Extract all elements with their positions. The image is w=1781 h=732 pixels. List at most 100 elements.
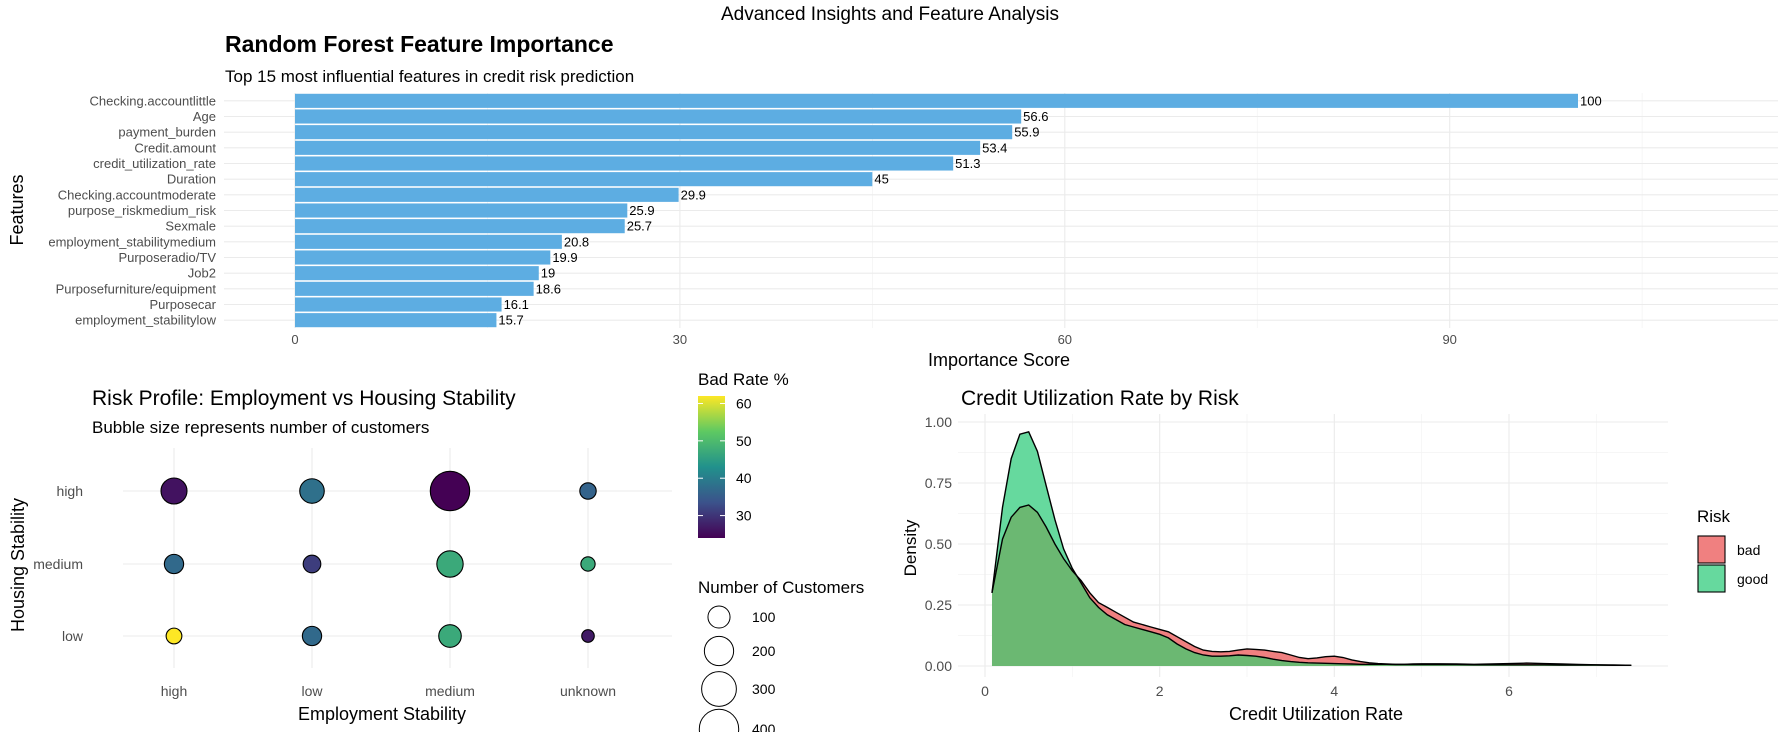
customers-legend-label: 100 [752, 609, 776, 625]
importance-x-axis-title: Importance Score [928, 350, 1070, 370]
risk-legend-items: bad good [1697, 535, 1768, 593]
customers-legend-circle [698, 708, 740, 732]
risk-profile-bubble [302, 554, 322, 574]
customers-legend-circle [701, 671, 737, 707]
risk-profile-bubble [165, 627, 183, 645]
utilization-y-tick-label: 0.75 [925, 475, 952, 491]
feature-importance-panel: Random Forest Feature Importance Top 15 … [7, 31, 1778, 370]
risk-profile-bubble [581, 629, 595, 643]
good-density-line [991, 430, 1632, 666]
importance-value-label: 29.9 [681, 187, 706, 202]
customers-legend-title: Number of Customers [698, 578, 864, 597]
importance-x-tick-label: 0 [291, 332, 298, 347]
customers-legend-circle [703, 635, 735, 667]
importance-bars: 100 56.655.9 53.451.3 45 29.9 25.925.7 20.819.… [295, 93, 1602, 328]
importance-bar [295, 172, 873, 187]
importance-bar [295, 140, 981, 155]
page-title: Advanced Insights and Feature Analysis [721, 4, 1059, 25]
utilization-density-areas [991, 430, 1632, 666]
overlap-density-area [991, 505, 1632, 666]
importance-value-label: 53.4 [982, 140, 1007, 155]
importance-bar [295, 281, 534, 296]
utilization-y-tick-label: 0.50 [925, 536, 952, 552]
importance-value-label: 45 [874, 172, 888, 187]
importance-category-label: Checking.accountmoderate [58, 187, 216, 202]
importance-value-label: 25.7 [627, 219, 652, 234]
importance-value-label: 19.9 [552, 250, 577, 265]
importance-bar [295, 250, 551, 265]
risk-profile-bubble [429, 470, 471, 512]
risk-profile-title: Risk Profile: Employment vs Housing Stab… [92, 387, 516, 410]
utilization-y-tick-label: 0.00 [925, 658, 952, 674]
importance-bar [295, 109, 1022, 124]
importance-value-label: 56.6 [1023, 109, 1048, 124]
importance-bar [295, 313, 497, 328]
bad-rate-tick-label: 60 [736, 395, 752, 411]
importance-category-label: Sexmale [165, 219, 216, 234]
utilization-title: Credit Utilization Rate by Risk [961, 387, 1239, 410]
customers-legend-label: 300 [752, 681, 776, 697]
importance-value-label: 100 [1580, 93, 1602, 108]
importance-category-label: credit_utilization_rate [93, 156, 216, 171]
risk-profile-subtitle: Bubble size represents number of custome… [92, 418, 429, 437]
risk-profile-bubble [163, 553, 185, 575]
risk-profile-x-tick-label: medium [425, 683, 475, 699]
utilization-x-tick-label: 0 [981, 683, 989, 699]
importance-category-label: Age [193, 109, 216, 124]
bad-rate-legend-title: Bad Rate % [698, 370, 789, 389]
importance-value-label: 25.9 [629, 203, 654, 218]
risk-profile-y-tick-label: high [57, 483, 83, 499]
bad-rate-tick-label: 40 [736, 470, 752, 486]
importance-category-label: Duration [167, 172, 216, 187]
risk-profile-axis-labels: high low medium unknown low medium high [33, 483, 616, 699]
importance-value-label: 18.6 [536, 281, 561, 296]
risk-profile-x-tick-label: unknown [560, 683, 616, 699]
importance-category-label: Job2 [188, 266, 216, 281]
importance-value-label: 19 [541, 266, 555, 281]
importance-x-tick-label: 30 [673, 332, 687, 347]
risk-profile-bubble [580, 556, 596, 572]
importance-bar [295, 219, 625, 234]
importance-category-label: payment_burden [118, 125, 216, 140]
customers-legend-label: 200 [752, 643, 776, 659]
risk-profile-y-tick-label: medium [33, 556, 83, 572]
risk-profile-bubble [301, 625, 323, 647]
risk-legend-label-bad: bad [1737, 542, 1760, 558]
importance-bar [295, 297, 502, 312]
customers-legend-items: 100 200 300 400 [698, 605, 776, 732]
customers-legend: Number of Customers 100 200 300 400 [698, 578, 864, 732]
risk-profile-bubble [579, 482, 597, 500]
importance-subtitle: Top 15 most influential features in cred… [225, 67, 634, 86]
importance-x-tick-label: 60 [1058, 332, 1072, 347]
importance-value-label: 20.8 [564, 234, 589, 249]
utilization-y-axis-title: Density [901, 519, 920, 576]
importance-category-label: Purposecar [150, 297, 217, 312]
importance-category-label: Checking.accountlittle [90, 93, 216, 108]
importance-x-tick-label: 90 [1442, 332, 1456, 347]
importance-bar [295, 203, 628, 218]
utilization-y-tick-label: 1.00 [925, 414, 952, 430]
risk-profile-y-tick-label: low [62, 628, 84, 644]
importance-title: Random Forest Feature Importance [225, 31, 614, 57]
risk-profile-bubbles [160, 470, 597, 648]
bad-rate-tick-label: 50 [736, 433, 752, 449]
utilization-x-tick-label: 2 [1156, 683, 1164, 699]
importance-bar [295, 125, 1013, 140]
risk-profile-bubble [438, 624, 462, 648]
bad-rate-legend: Bad Rate % 30 40 50 60 [698, 370, 789, 538]
risk-profile-bubble [299, 478, 325, 504]
importance-category-labels: Checking.accountlittleAgepayment_burdenC… [48, 93, 216, 327]
bad-rate-colorbar [698, 396, 725, 538]
importance-category-label: employment_stabilitylow [75, 313, 217, 328]
importance-bar [295, 234, 562, 249]
importance-category-label: Credit.amount [134, 140, 216, 155]
importance-category-label: purpose_riskmedium_risk [68, 203, 217, 218]
risk-profile-panel: Risk Profile: Employment vs Housing Stab… [8, 387, 672, 724]
importance-value-label: 15.7 [498, 313, 523, 328]
risk-legend-key-good [1697, 564, 1726, 593]
importance-category-label: Purposefurniture/equipment [56, 281, 217, 296]
risk-legend-key-bad [1697, 535, 1726, 564]
risk-legend: Risk bad good [1697, 507, 1768, 593]
bad-rate-legend-ticks: 30 40 50 60 [698, 395, 752, 524]
